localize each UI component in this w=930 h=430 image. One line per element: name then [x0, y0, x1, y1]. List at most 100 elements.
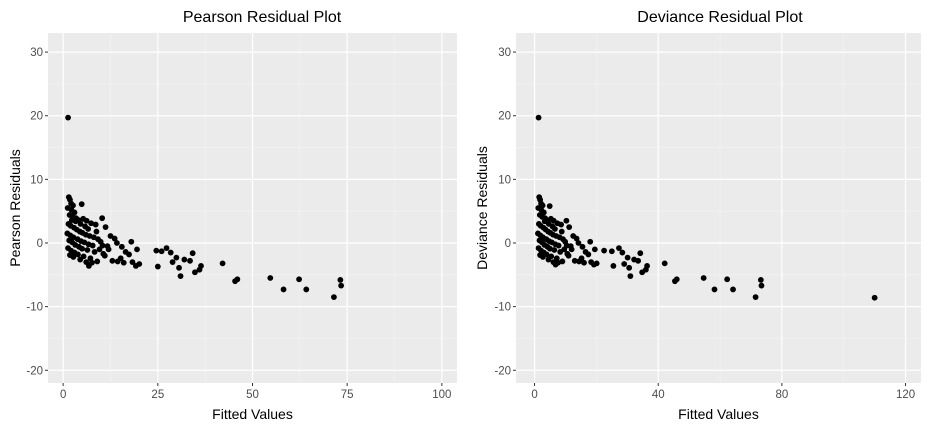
- x-tick-label: 25: [151, 389, 164, 401]
- data-point: [593, 260, 600, 267]
- x-tick-label: 120: [896, 389, 915, 401]
- data-point: [84, 247, 91, 253]
- data-point: [92, 221, 99, 228]
- data-point: [176, 264, 182, 271]
- x-tick-label: 0: [60, 389, 66, 401]
- data-point: [624, 254, 631, 261]
- y-tick-label: 0: [505, 238, 511, 250]
- data-point: [89, 259, 95, 266]
- data-point: [558, 221, 565, 228]
- pearson-residual-plot: 0 25 50 75 100 -20 -10 0 10 20 30 Pearson Residual …: [7, 9, 457, 422]
- data-point: [601, 247, 608, 254]
- data-point: [129, 259, 136, 265]
- data-point: [627, 273, 634, 279]
- data-point: [177, 273, 184, 279]
- x-axis-title: Fitted Values: [678, 406, 759, 422]
- data-point: [65, 114, 71, 121]
- data-point: [337, 277, 344, 283]
- data-point: [553, 255, 560, 262]
- data-point: [189, 250, 196, 257]
- data-point: [120, 259, 127, 266]
- y-axis-title: Pearson Residuals: [7, 149, 23, 267]
- data-point: [558, 228, 565, 235]
- y-tick-label: 0: [37, 238, 43, 250]
- data-point: [724, 276, 731, 283]
- data-point: [700, 275, 707, 281]
- data-point: [581, 259, 587, 266]
- data-point: [99, 215, 106, 222]
- data-point: [758, 282, 765, 289]
- data-point: [79, 245, 85, 252]
- data-point: [169, 259, 176, 265]
- data-point: [102, 224, 109, 230]
- data-point: [585, 251, 592, 258]
- data-point: [303, 286, 310, 293]
- data-point: [89, 242, 96, 249]
- data-point: [637, 250, 644, 257]
- data-point: [78, 201, 85, 208]
- data-point: [619, 249, 626, 256]
- y-tick-label: -10: [26, 302, 43, 314]
- data-point: [117, 255, 124, 262]
- data-point: [111, 235, 118, 242]
- y-tick-label: 10: [30, 174, 43, 186]
- data-point: [107, 233, 114, 239]
- y-tick-label: 30: [30, 47, 43, 59]
- data-point: [563, 242, 570, 249]
- data-point: [83, 217, 90, 224]
- data-point: [126, 251, 132, 258]
- data-point: [296, 276, 302, 283]
- data-point: [77, 221, 84, 227]
- data-point: [565, 252, 572, 259]
- data-point: [551, 247, 558, 253]
- data-point: [573, 235, 580, 242]
- data-point: [752, 294, 759, 300]
- data-point: [730, 286, 736, 293]
- x-tick-label: 0: [531, 389, 537, 401]
- data-point: [711, 286, 718, 293]
- data-point: [118, 243, 125, 250]
- data-point: [571, 257, 578, 264]
- chart-title: Deviance Residual Plot: [637, 9, 803, 26]
- y-tick-label: -20: [26, 365, 43, 377]
- data-point: [91, 249, 98, 255]
- data-point: [88, 220, 95, 227]
- data-point: [234, 276, 241, 283]
- data-point: [280, 286, 287, 293]
- y-tick-label: 30: [498, 47, 511, 59]
- data-point: [587, 238, 594, 245]
- data-point: [163, 245, 170, 251]
- data-point: [71, 209, 78, 216]
- data-point: [128, 238, 135, 245]
- data-point: [109, 257, 116, 264]
- chart-title: Pearson Residual Plot: [183, 9, 342, 26]
- y-tick-label: 10: [498, 174, 511, 186]
- data-point: [153, 247, 160, 254]
- x-axis-title: Fitted Values: [212, 406, 293, 422]
- data-point: [871, 294, 878, 301]
- data-point: [70, 254, 77, 260]
- data-point: [167, 249, 174, 256]
- data-point: [626, 264, 633, 271]
- data-point: [539, 202, 546, 209]
- data-point: [621, 261, 628, 267]
- data-point: [757, 277, 764, 283]
- data-point: [541, 218, 548, 225]
- data-point: [267, 275, 274, 281]
- data-point: [93, 228, 100, 235]
- data-point: [546, 203, 553, 209]
- data-point: [591, 246, 598, 253]
- data-point: [338, 282, 345, 289]
- data-point: [579, 243, 586, 250]
- y-tick-label: 20: [30, 111, 43, 123]
- data-point: [539, 254, 546, 260]
- data-point: [219, 260, 226, 267]
- y-tick-label: 20: [498, 111, 511, 123]
- data-point: [568, 246, 575, 253]
- data-point: [68, 217, 75, 223]
- y-tick-label: -20: [494, 365, 511, 377]
- y-tick-label: -10: [494, 302, 511, 314]
- y-axis-title: Deviance Residuals: [474, 146, 490, 270]
- data-point: [545, 256, 552, 263]
